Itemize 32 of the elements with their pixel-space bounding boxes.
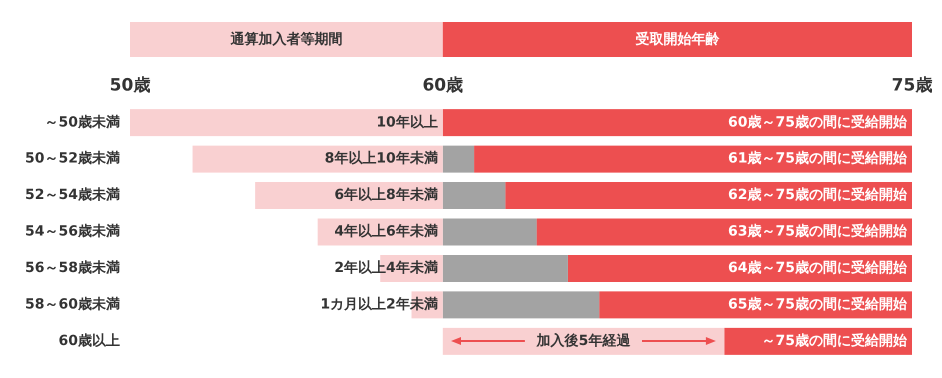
bar [130,109,443,136]
text: 通算加入者等期間 [229,30,342,48]
annotation: 6年以上8年未満 [334,187,438,204]
x-tick-label: 50歳 [110,76,150,96]
y-tick-label: 60歳以上 [58,333,120,350]
x-tick-label: 60歳 [422,76,464,96]
y-tick-label: 50～52歳未満 [25,150,120,167]
y-tick-label: ～50歳未満 [44,114,120,130]
y-tick-label: 54～56歳未満 [25,224,120,240]
annotation: ～75歳の間に受給開始 [762,333,908,350]
annotation: 4年以上6年未満 [334,224,438,240]
annotation: 1カ月以上2年未満 [320,296,438,313]
annotation: 65歳～75歳の間に受給開始 [728,296,908,313]
annotation: 8年以上10年未満 [324,150,438,167]
bar [442,146,474,173]
bar [442,254,568,282]
x-tick-label: 75歳 [892,76,932,96]
text: 受取開始年齢 [634,32,720,48]
y-tick-label: 56～58歳未満 [25,260,120,276]
annotation: 10年以上 [376,114,438,130]
annotation: 加入後5年経過 [536,333,632,350]
bar [442,291,600,318]
annotation: 61歳～75歳の間に受給開始 [728,150,908,167]
annotation: 60歳～75歳の間に受給開始 [728,114,908,130]
annotation: 62歳～75歳の間に受給開始 [728,187,908,204]
y-tick-label: 58～60歳未満 [25,296,120,313]
bar [442,218,537,246]
annotation: 63歳～75歳の間に受給開始 [728,224,908,240]
y-tick-label: 52～54歳未満 [25,187,120,204]
annotation: 2年以上4年未満 [334,260,438,276]
bar [442,182,506,210]
annotation: 64歳～75歳の間に受給開始 [728,260,908,276]
